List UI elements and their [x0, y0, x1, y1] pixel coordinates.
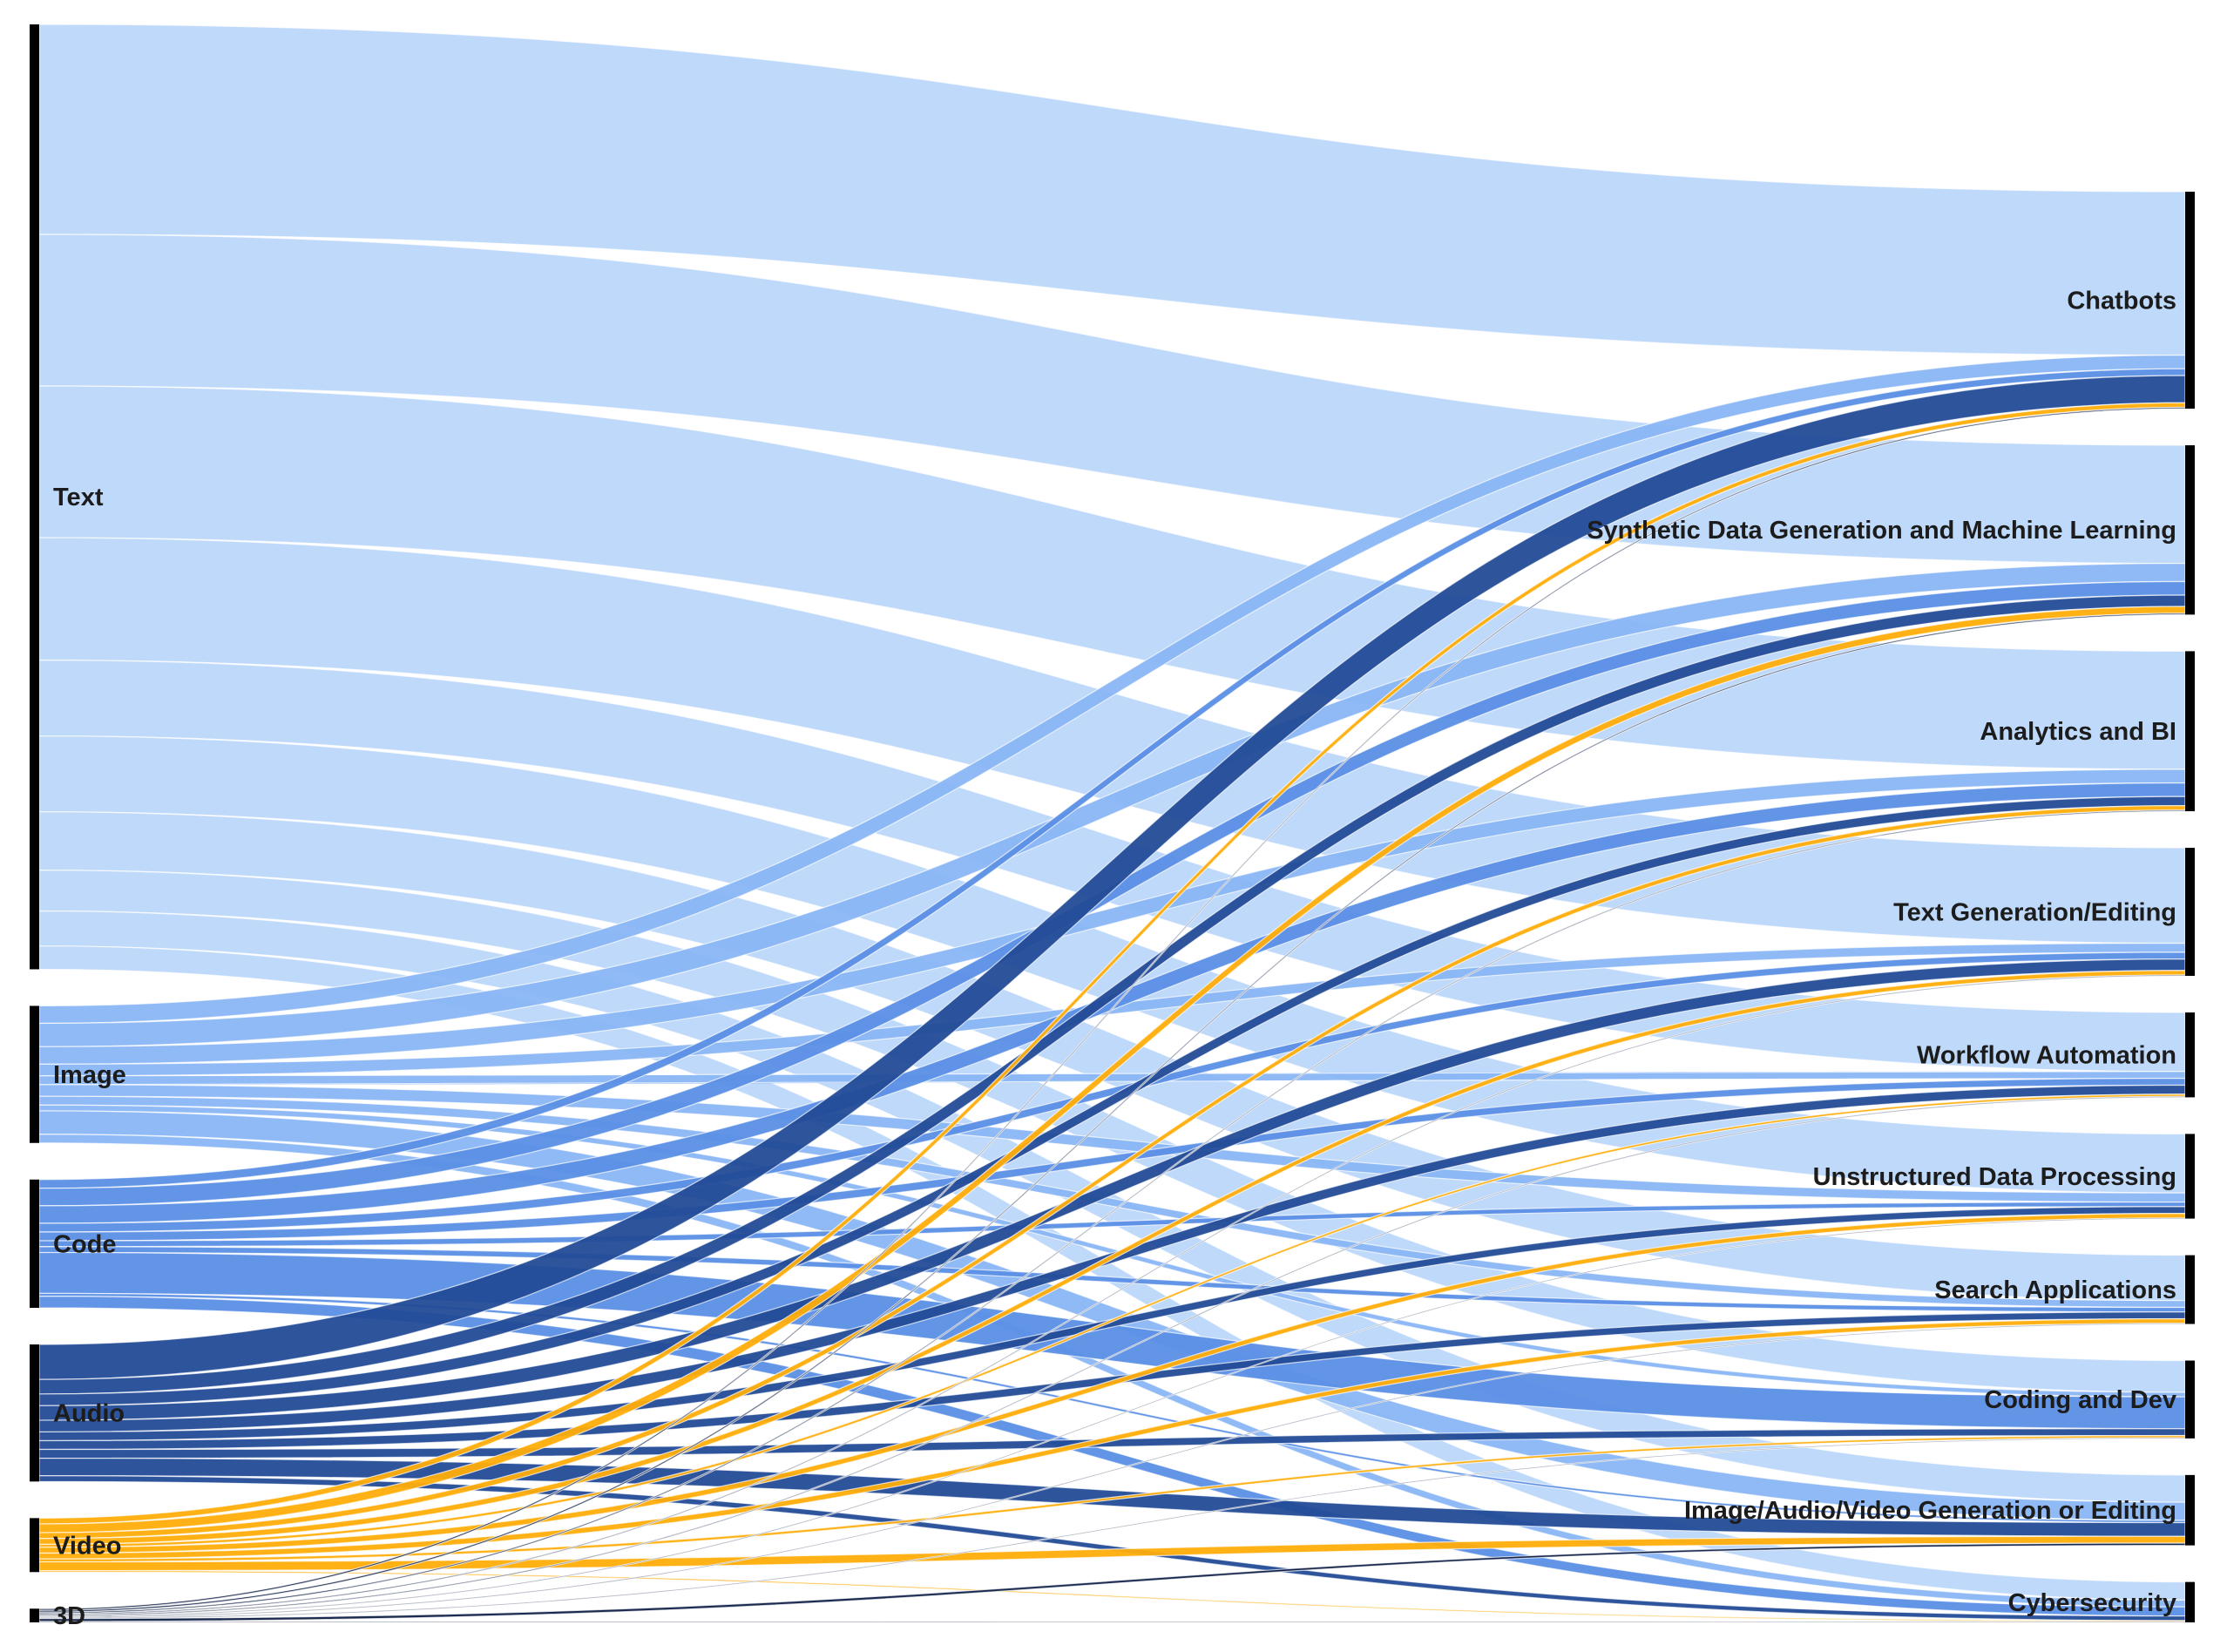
target-bar-cybersecurity	[2185, 1581, 2195, 1622]
target-label-text-generation-editing: Text Generation/Editing	[1893, 899, 2176, 927]
link-3d-to-search-applications	[38, 1323, 2186, 1619]
link-3d-to-image-audio-video-generation-or-editing	[38, 1542, 2186, 1622]
sankey-labels: Text Image Code Audio Video 3D Chatbots Synthet…	[53, 288, 2176, 1631]
target-label-cybersecurity: Cybersecurity	[2008, 1589, 2176, 1617]
source-label-text: Text	[53, 484, 104, 511]
target-label-workflow-automation: Workflow Automation	[1917, 1042, 2176, 1070]
target-bar-text-generation-editing	[2185, 848, 2195, 976]
link-3d-to-text-generation-editing	[38, 974, 2186, 1615]
target-label-unstructured-data-processing: Unstructured Data Processing	[1813, 1163, 2176, 1191]
target-bar-unstructured-data-processing	[2185, 1134, 2195, 1219]
target-label-synthetic-data-generation-and-machine-learning: Synthetic Data Generation and Machine Le…	[1587, 517, 2176, 545]
source-bar-image	[30, 1005, 39, 1143]
source-label-3d: 3D	[53, 1602, 85, 1630]
source-bar-text	[30, 24, 39, 970]
source-label-image: Image	[53, 1061, 126, 1089]
source-label-video: Video	[53, 1532, 121, 1560]
target-bar-search-applications	[2185, 1255, 2195, 1324]
target-label-search-applications: Search Applications	[1934, 1276, 2176, 1304]
source-bar-video	[30, 1518, 39, 1573]
source-bar-code	[30, 1179, 39, 1309]
target-bar-analytics-and-bi	[2185, 651, 2195, 812]
link-3d-to-workflow-automation	[38, 1095, 2186, 1617]
source-label-audio: Audio	[53, 1400, 125, 1428]
target-label-image-audio-video-generation-or-editing: Image/Audio/Video Generation or Editing	[1684, 1497, 2176, 1525]
source-bar-3d	[30, 1608, 39, 1622]
target-bar-coding-and-dev	[2185, 1360, 2195, 1439]
source-label-code: Code	[53, 1230, 117, 1258]
link-3d-to-synthetic-data-generation-and-machine-learning	[38, 613, 2186, 1613]
target-bar-image-audio-video-generation-or-editing	[2185, 1474, 2195, 1546]
sankey-node-bars	[30, 24, 2195, 1622]
target-bar-workflow-automation	[2185, 1012, 2195, 1098]
target-bar-synthetic-data-generation-and-machine-learning	[2185, 445, 2195, 615]
link-3d-to-chatbots	[38, 406, 2186, 1611]
target-bar-chatbots	[2185, 192, 2195, 410]
source-bar-audio	[30, 1344, 39, 1482]
sankey-links	[38, 24, 2186, 1623]
target-label-analytics-and-bi: Analytics and BI	[1980, 718, 2176, 746]
target-label-chatbots: Chatbots	[2067, 288, 2176, 315]
target-label-coding-and-dev: Coding and Dev	[1984, 1386, 2176, 1414]
